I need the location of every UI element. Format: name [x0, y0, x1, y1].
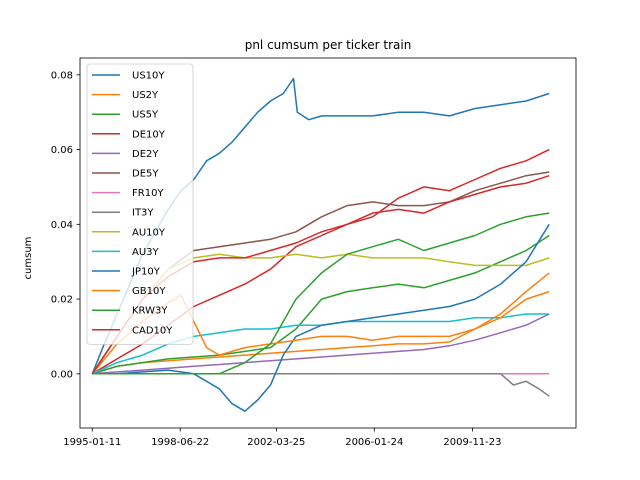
series-line-it3y: [92, 373, 550, 397]
legend-label: DE5Y: [132, 169, 159, 180]
legend-label: JP10Y: [131, 267, 161, 278]
legend-label: IT3Y: [132, 208, 154, 219]
x-tick-label: 2002-03-25: [247, 437, 305, 448]
legend-label: US2Y: [132, 90, 159, 101]
legend-label: US10Y: [132, 71, 165, 82]
y-tick-label: 0.00: [51, 369, 73, 380]
legend-box: [86, 63, 194, 345]
series-line-de2y: [92, 313, 550, 375]
x-tick-label: 2006-01-24: [345, 437, 403, 448]
legend: US10Y US2Y US5Y DE10Y DE2Y DE5Y FR10Y IT3Y AU10Y…: [86, 63, 194, 345]
legend-label: GB10Y: [132, 286, 166, 297]
axes-frame: [79, 57, 577, 429]
y-tick-label: 0.04: [51, 220, 73, 231]
y-axis-ticks: 0.00 0.02 0.04 0.06 0.08: [51, 70, 80, 380]
chart-title: pnl cumsum per ticker train: [245, 38, 412, 52]
legend-label: AU10Y: [132, 227, 166, 238]
legend-label: DE2Y: [132, 149, 159, 160]
legend-label: FR10Y: [132, 188, 164, 199]
legend-label: KRW3Y: [132, 306, 168, 317]
series-line-us5y: [92, 234, 550, 375]
series-line-krw3y: [92, 212, 550, 375]
y-axis-label: cumsum: [23, 237, 34, 280]
series-line-jp10y: [92, 223, 550, 412]
y-tick-label: 0.08: [51, 70, 73, 81]
legend-label: CAD10Y: [132, 325, 173, 336]
y-tick-label: 0.06: [51, 145, 73, 156]
legend-label: AU3Y: [132, 247, 160, 258]
y-tick-label: 0.02: [51, 295, 73, 306]
x-axis-ticks: 1995-01-11 1998-06-22 2002-03-25 2006-01-24…: [63, 428, 502, 448]
legend-label: DE10Y: [132, 129, 166, 140]
legend-label: US5Y: [132, 110, 159, 121]
x-tick-label: 1995-01-11: [63, 437, 121, 448]
x-tick-label: 1998-06-22: [151, 437, 209, 448]
x-tick-label: 2009-11-23: [443, 437, 501, 448]
